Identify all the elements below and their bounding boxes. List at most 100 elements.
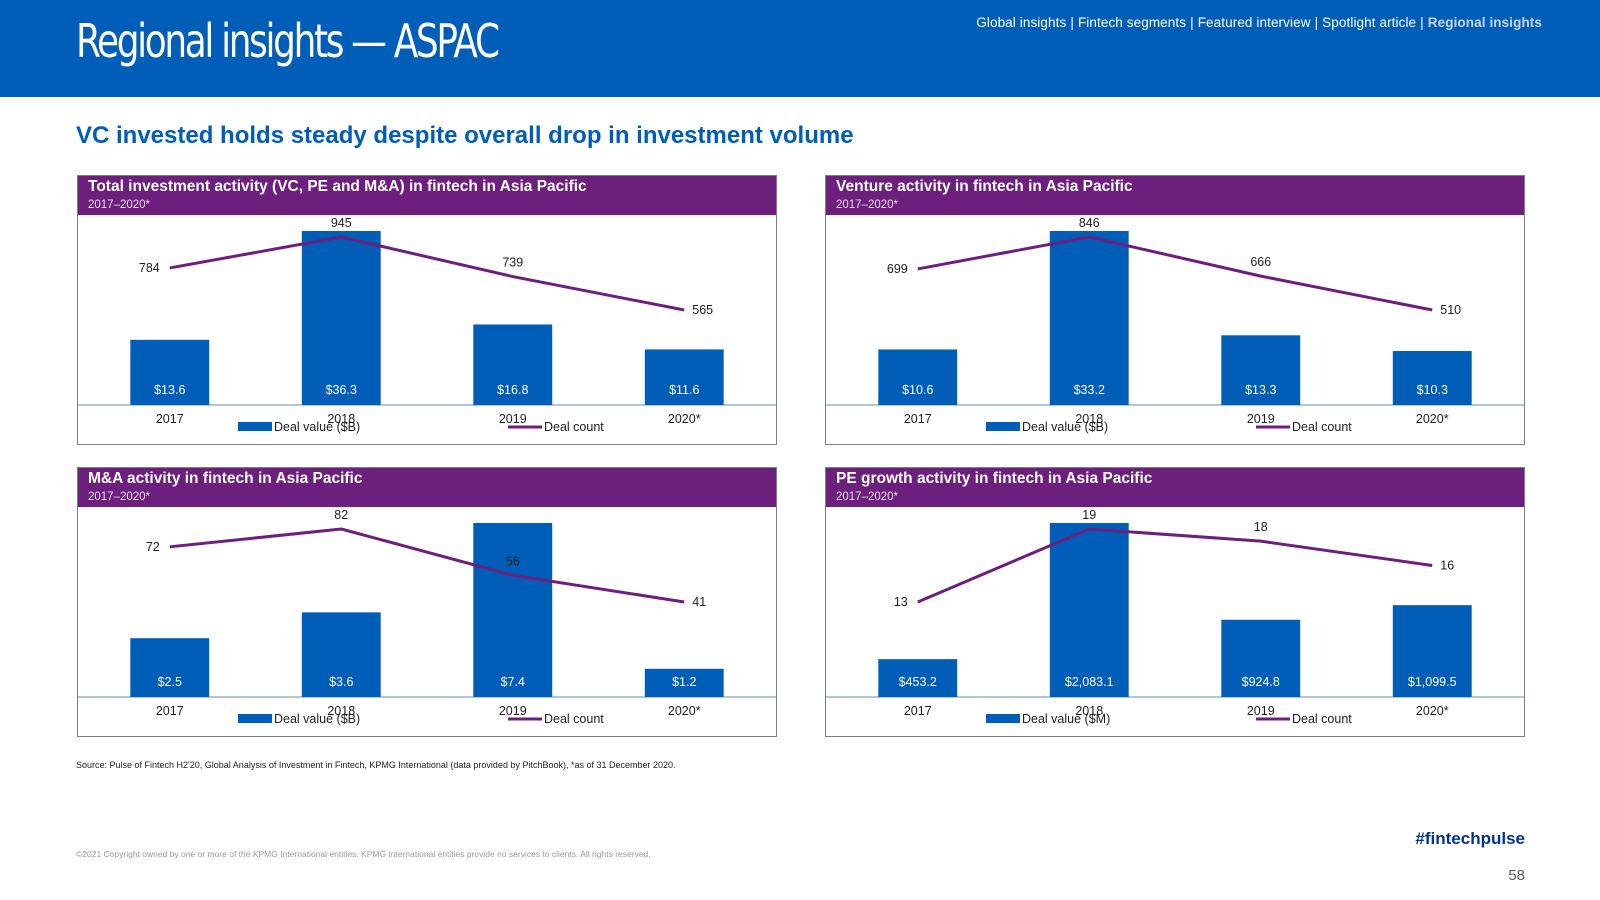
chart-title: Total investment activity (VC, PE and M&… bbox=[88, 178, 587, 195]
chart-panel-ma-activity: M&A activity in fintech in Asia Pacific … bbox=[77, 467, 777, 737]
x-tick-label: 2017 bbox=[156, 412, 184, 426]
legend-label: Deal count bbox=[1292, 712, 1352, 726]
deal-count-line bbox=[169, 527, 685, 604]
page-title: Regional insights — ASPAC bbox=[76, 14, 500, 68]
legend-label: Deal count bbox=[1292, 420, 1352, 434]
chart-ma-activity: $2.5 2017 $3.6 2018 $7.4 2019 $1.2 2020* 72 82 56 4… bbox=[78, 508, 776, 726]
bar-value-label: $2,083.1 bbox=[1065, 675, 1114, 689]
nav-separator: | bbox=[1314, 15, 1319, 30]
line-value-label: 945 bbox=[331, 216, 352, 230]
bar-value-label: $2.5 bbox=[158, 675, 182, 689]
nav-item-global-insights[interactable]: Global insights bbox=[976, 15, 1067, 30]
bar-value-label: $10.3 bbox=[1417, 383, 1448, 397]
chart-panel-header: Venture activity in fintech in Asia Paci… bbox=[826, 176, 1524, 215]
x-tick-label: 2019 bbox=[1247, 704, 1275, 718]
x-tick-label: 2020* bbox=[668, 704, 701, 718]
chart-panel-header: PE growth activity in fintech in Asia Pa… bbox=[826, 468, 1524, 507]
legend-swatch-bar bbox=[238, 714, 272, 723]
line-value-label: 18 bbox=[1254, 520, 1268, 534]
x-tick-label: 2017 bbox=[904, 704, 932, 718]
chart-panel-pe-growth: PE growth activity in fintech in Asia Pa… bbox=[825, 467, 1525, 737]
bar-value-label: $1.2 bbox=[672, 675, 696, 689]
legend-label: Deal value ($B) bbox=[274, 712, 360, 726]
bar bbox=[878, 349, 958, 405]
nav-item-regional-insights[interactable]: Regional insights bbox=[1427, 15, 1542, 30]
legend-swatch-bar bbox=[238, 422, 272, 431]
deal-count-line bbox=[917, 527, 1433, 604]
x-tick-label: 2019 bbox=[1247, 412, 1275, 426]
bar bbox=[301, 231, 381, 405]
x-tick-label: 2019 bbox=[499, 412, 527, 426]
copyright-note: ©2021 Copyright owned by one or more of … bbox=[76, 849, 651, 859]
page-number: 58 bbox=[1508, 867, 1525, 884]
chart-subtitle: 2017–2020* bbox=[88, 491, 151, 503]
line-value-label: 784 bbox=[139, 261, 160, 275]
x-tick-label: 2020* bbox=[1416, 412, 1449, 426]
bar-value-label: $11.6 bbox=[669, 383, 699, 397]
nav-item-featured-interview[interactable]: Featured interview bbox=[1197, 15, 1311, 30]
line-value-label: 56 bbox=[506, 554, 520, 568]
page-headline: VC invested holds steady despite overall… bbox=[76, 122, 854, 149]
bar bbox=[473, 324, 553, 405]
chart-panel-total-investment: Total investment activity (VC, PE and M&… bbox=[77, 175, 777, 445]
x-tick-label: 2017 bbox=[156, 704, 184, 718]
chart-venture-activity: $10.6 2017 $33.2 2018 $13.3 2019 $10.3 2020* 699… bbox=[826, 216, 1524, 434]
bar bbox=[473, 523, 553, 697]
bar-value-label: $1,099.5 bbox=[1408, 675, 1457, 689]
line-value-label: 739 bbox=[502, 256, 523, 270]
bar bbox=[130, 638, 210, 697]
chart-panel-header: M&A activity in fintech in Asia Pacific … bbox=[78, 468, 776, 507]
bar-value-label: $453.2 bbox=[899, 675, 937, 689]
nav-separator: | bbox=[1070, 15, 1074, 30]
bar-value-label: $924.8 bbox=[1242, 675, 1280, 689]
source-note: Source: Pulse of Fintech H2'20, Global A… bbox=[76, 760, 676, 770]
x-tick-label: 2020* bbox=[1416, 704, 1449, 718]
line-value-label: 19 bbox=[1082, 508, 1096, 522]
bar-value-label: $13.3 bbox=[1245, 383, 1276, 397]
line-value-label: 72 bbox=[146, 540, 160, 554]
chart-total-investment: $13.6 2017 $36.3 2018 $16.8 2019 $11.6 2020* 784… bbox=[78, 216, 776, 434]
bar bbox=[1392, 351, 1472, 405]
bar bbox=[1221, 619, 1301, 697]
line-value-label: 82 bbox=[334, 508, 348, 522]
x-tick-label: 2017 bbox=[904, 412, 932, 426]
chart-subtitle: 2017–2020* bbox=[836, 491, 899, 503]
deal-count-line bbox=[169, 235, 685, 312]
chart-panel-header: Total investment activity (VC, PE and M&… bbox=[78, 176, 776, 215]
line-value-label: 510 bbox=[1440, 303, 1461, 317]
bar bbox=[644, 349, 724, 405]
section-nav: Global insights | Fintech segments | Feature… bbox=[976, 15, 1542, 30]
line-value-label: 666 bbox=[1250, 255, 1271, 269]
line-value-label: 41 bbox=[692, 595, 706, 609]
bar bbox=[1392, 605, 1472, 697]
nav-item-spotlight-article[interactable]: Spotlight article bbox=[1322, 15, 1417, 30]
x-tick-label: 2020* bbox=[668, 412, 701, 426]
x-tick-label: 2018 bbox=[327, 704, 355, 718]
nav-separator: | bbox=[1420, 15, 1424, 30]
bar-value-label: $3.6 bbox=[329, 675, 353, 689]
x-tick-label: 2019 bbox=[499, 704, 527, 718]
bar bbox=[878, 659, 958, 697]
chart-subtitle: 2017–2020* bbox=[88, 199, 151, 211]
nav-separator: | bbox=[1190, 15, 1194, 30]
line-value-label: 16 bbox=[1440, 559, 1454, 573]
x-tick-label: 2018 bbox=[327, 412, 355, 426]
line-value-label: 846 bbox=[1079, 216, 1100, 230]
bar-value-label: $7.4 bbox=[501, 675, 525, 689]
chart-panel-venture-activity: Venture activity in fintech in Asia Paci… bbox=[825, 175, 1525, 445]
x-tick-label: 2018 bbox=[1075, 412, 1103, 426]
nav-item-fintech-segments[interactable]: Fintech segments bbox=[1077, 15, 1187, 30]
bar-value-label: $36.3 bbox=[326, 383, 357, 397]
bar-value-label: $33.2 bbox=[1074, 383, 1105, 397]
bar bbox=[130, 339, 210, 405]
chart-subtitle: 2017–2020* bbox=[836, 199, 899, 211]
hashtag[interactable]: #fintechpulse bbox=[1415, 829, 1525, 848]
line-value-label: 699 bbox=[887, 262, 908, 276]
legend-label: Deal value ($B) bbox=[274, 420, 360, 434]
bar-value-label: $16.8 bbox=[497, 383, 528, 397]
line-value-label: 13 bbox=[894, 595, 908, 609]
bar bbox=[1049, 231, 1129, 405]
chart-title: PE growth activity in fintech in Asia Pa… bbox=[836, 470, 1153, 487]
legend-label: Deal count bbox=[544, 712, 604, 726]
x-tick-label: 2018 bbox=[1075, 704, 1103, 718]
